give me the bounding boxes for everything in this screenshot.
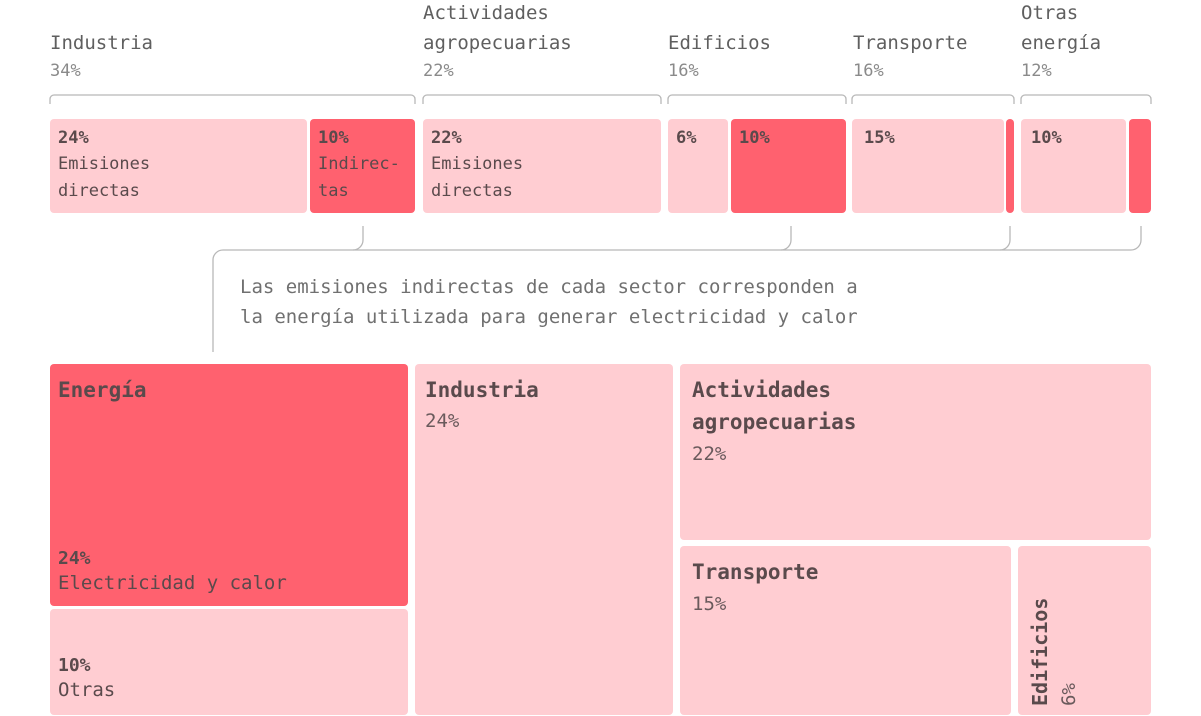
bar-segment-industria-direct: 24% Emisiones directas <box>50 119 307 213</box>
treemap-transporte: Transporte 15% <box>680 546 1011 715</box>
header-share: 34% <box>50 61 81 81</box>
segment-value: 10% <box>318 128 349 148</box>
treemap-value: 10% <box>58 655 91 676</box>
treemap-title: Edificios <box>1028 597 1052 706</box>
header-name: Industria <box>50 32 153 54</box>
bar-segment-agro-direct: 22% Emisiones directas <box>423 119 661 213</box>
treemap-rotated-label: Edificios 6% <box>1026 598 1084 706</box>
bracket-transporte <box>851 94 1015 104</box>
treemap-title: Industria <box>425 378 539 402</box>
bracket-agro <box>422 94 662 104</box>
treemap-value: 15% <box>692 593 727 615</box>
header-name: Actividades agropecuarias <box>423 2 572 54</box>
bar-segment-industria-indirect: 10% Indirec- tas <box>310 119 415 213</box>
segment-value: 10% <box>739 128 770 148</box>
segment-value: 6% <box>676 128 697 148</box>
header-name: Edificios <box>668 32 771 54</box>
header-industria: Industria 34% <box>50 28 153 84</box>
header-agropecuarias: Actividades agropecuarias 22% <box>423 0 572 84</box>
treemap-value: 6% <box>1058 683 1080 706</box>
treemap-sublabel: Electricidad y calor <box>58 572 287 594</box>
bracket-industria <box>49 94 416 104</box>
segment-label: Indirec- tas <box>318 154 400 201</box>
segment-value: 15% <box>864 128 895 148</box>
segment-label: Emisiones directas <box>431 154 524 201</box>
segment-value: 22% <box>431 128 462 148</box>
treemap-title: Transporte <box>692 560 819 584</box>
header-name: Transporte <box>853 32 968 54</box>
treemap-sublabel: Otras <box>58 679 116 701</box>
treemap-energia-otras: 10% Otras <box>50 609 408 715</box>
treemap-edificios: Edificios 6% <box>1018 546 1151 715</box>
treemap-value: 24% <box>425 410 460 432</box>
treemap-title: Energía <box>58 378 147 402</box>
connector-left <box>212 226 364 352</box>
bar-segment-edificios-direct: 6% <box>668 119 728 213</box>
connector-edificios <box>780 226 792 251</box>
header-share: 16% <box>853 61 884 81</box>
bar-segment-edificios-indirect: 10% <box>731 119 846 213</box>
segment-label: Emisiones directas <box>58 154 151 201</box>
treemap-agropecuarias: Actividades agropecuarias 22% <box>680 364 1151 540</box>
bar-segment-otras-direct: 10% <box>1021 119 1126 213</box>
treemap-value: 24% <box>58 548 91 569</box>
header-share: 22% <box>423 61 454 81</box>
header-share: 16% <box>668 61 699 81</box>
bracket-otras <box>1020 94 1152 104</box>
segment-value: 24% <box>58 128 89 148</box>
connector-transporte <box>999 226 1011 251</box>
header-transporte: Transporte 16% <box>853 28 967 84</box>
bracket-edificios <box>667 94 847 104</box>
header-edificios: Edificios 16% <box>668 28 771 84</box>
header-name: Otras energía <box>1021 2 1102 54</box>
bar-segment-transporte-indirect <box>1006 119 1014 213</box>
bar-segment-otras-indirect <box>1129 119 1151 213</box>
annotation-note: Las emisiones indirectas de cada sector … <box>240 276 858 328</box>
header-otras-energia: Otras energía 12% <box>1021 0 1101 84</box>
treemap-title: Actividades agropecuarias <box>692 378 857 434</box>
bar-segment-transporte-direct: 15% <box>852 119 1004 213</box>
segment-value: 10% <box>1031 128 1062 148</box>
header-share: 12% <box>1021 61 1052 81</box>
connector-right <box>353 226 1142 251</box>
treemap-industria: Industria 24% <box>415 364 673 715</box>
treemap-energia-electricidad: Energía 24% Electricidad y calor <box>50 364 408 606</box>
treemap-value: 22% <box>692 443 727 465</box>
